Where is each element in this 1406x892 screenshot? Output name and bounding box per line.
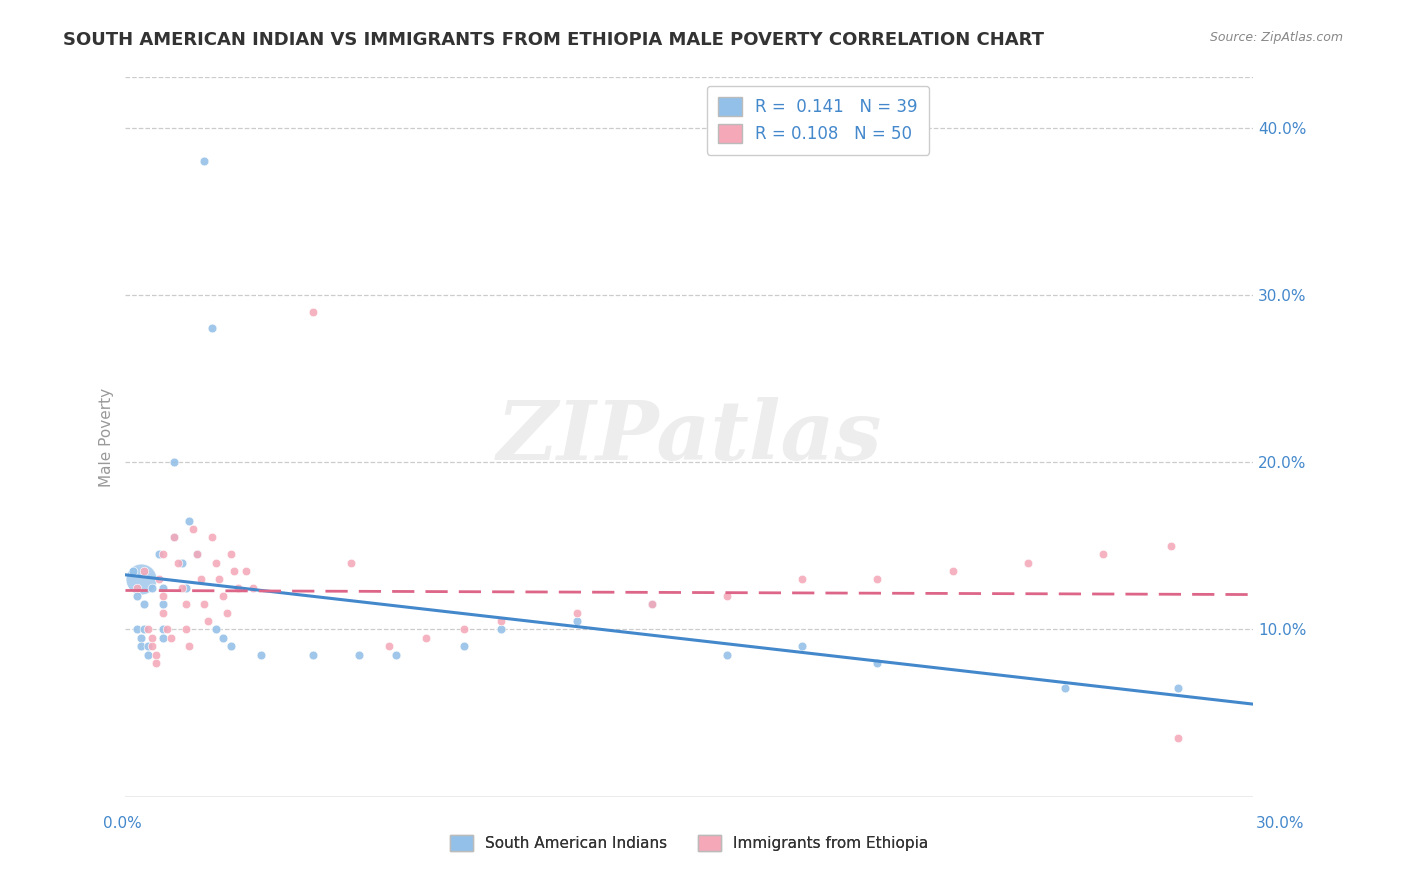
Point [641,598,664,612]
Point [152,598,174,612]
Point [136,639,159,653]
Point [1091,547,1114,561]
Point [197,614,219,628]
Point [134,623,156,637]
Point [565,614,588,628]
Point [716,589,738,603]
Point [125,581,148,595]
Point [415,631,437,645]
Point [122,564,145,578]
Point [170,581,193,595]
Point [129,572,152,586]
Point [226,581,249,595]
Point [716,648,738,662]
Point [186,547,208,561]
Point [242,581,264,595]
Point [148,547,170,561]
Point [565,606,588,620]
Point [1160,539,1182,553]
Point [377,639,399,653]
Point [453,623,475,637]
Point [163,531,186,545]
Y-axis label: Male Poverty: Male Poverty [100,387,114,487]
Point [174,581,197,595]
Point [148,572,170,586]
Point [249,648,271,662]
Legend: South American Indians, Immigrants from Ethiopia: South American Indians, Immigrants from … [444,830,935,857]
Point [1167,681,1189,695]
Point [170,556,193,570]
Point [201,531,224,545]
Point [347,648,370,662]
Point [134,598,156,612]
Point [941,564,963,578]
Point [208,572,231,586]
Point [163,455,186,469]
Point [866,572,889,586]
Text: 30.0%: 30.0% [1257,816,1305,830]
Point [1017,556,1039,570]
Point [163,531,186,545]
Point [193,598,215,612]
Point [145,648,167,662]
Point [152,631,174,645]
Point [152,606,174,620]
Point [152,547,174,561]
Point [1167,731,1189,746]
Point [453,639,475,653]
Point [302,304,325,318]
Point [792,572,814,586]
Point [125,623,148,637]
Point [204,556,226,570]
Point [212,631,235,645]
Point [340,556,363,570]
Point [219,547,242,561]
Point [491,623,513,637]
Point [219,639,242,653]
Point [190,572,212,586]
Point [224,564,246,578]
Point [179,514,201,528]
Text: Source: ZipAtlas.com: Source: ZipAtlas.com [1209,31,1343,45]
Text: 0.0%: 0.0% [103,816,142,830]
Point [156,623,179,637]
Point [792,639,814,653]
Point [129,639,152,653]
Point [152,581,174,595]
Point [141,631,163,645]
Point [302,648,325,662]
Point [152,589,174,603]
Point [174,598,197,612]
Point [152,623,174,637]
Point [491,614,513,628]
Point [385,648,408,662]
Point [212,589,235,603]
Text: SOUTH AMERICAN INDIAN VS IMMIGRANTS FROM ETHIOPIA MALE POVERTY CORRELATION CHART: SOUTH AMERICAN INDIAN VS IMMIGRANTS FROM… [63,31,1045,49]
Point [215,606,238,620]
Point [201,321,224,335]
Point [866,656,889,670]
Point [179,639,201,653]
Point [235,564,257,578]
Point [1054,681,1077,695]
Point [141,639,163,653]
Point [136,648,159,662]
Point [145,656,167,670]
Point [186,547,208,561]
Point [174,623,197,637]
Point [125,589,148,603]
Point [641,598,664,612]
Text: ZIPatlas: ZIPatlas [496,397,882,477]
Point [193,154,215,169]
Point [129,631,152,645]
Point [159,631,181,645]
Point [167,556,190,570]
Point [134,564,156,578]
Point [141,581,163,595]
Point [181,522,204,536]
Point [204,623,226,637]
Point [136,623,159,637]
